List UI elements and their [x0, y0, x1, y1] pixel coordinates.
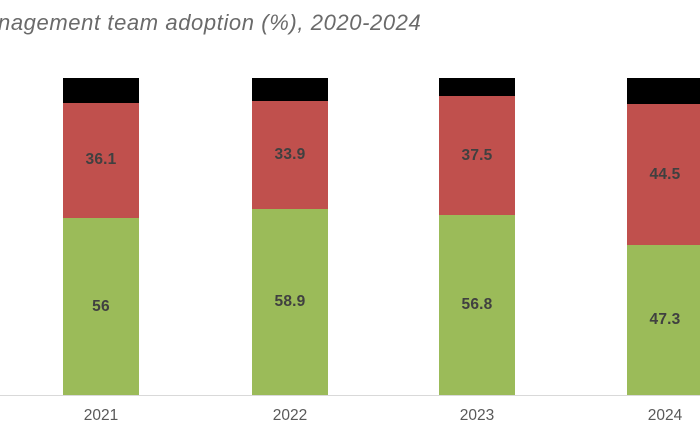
- bar-segment-green-bottom-segment-2024: 47.3: [627, 245, 700, 396]
- bar-2021: 56 36.1: [63, 0, 139, 396]
- data-label-red-middle-segment-2021: 36.1: [85, 151, 117, 169]
- bar-segment-green-bottom-segment-2022: 58.9: [252, 208, 328, 396]
- bar-segment-red-middle-segment-2023: 37.5: [439, 96, 515, 216]
- data-label-green-bottom-segment-2023: 56.8: [461, 296, 493, 314]
- bar-2022: 58.9 33.9: [252, 0, 328, 396]
- data-label-red-middle-segment-2022: 33.9: [274, 145, 306, 163]
- x-axis-label-2023: 2023: [459, 407, 495, 424]
- bar-segment-red-middle-segment-2024: 44.5: [627, 104, 700, 246]
- bar-segment-red-middle-segment-2022: 33.9: [252, 101, 328, 209]
- bar-segment-green-bottom-segment-2023: 56.8: [439, 215, 515, 396]
- bar-segment-black-top-remainder-2023: [439, 78, 515, 97]
- data-label-green-bottom-segment-2024: 47.3: [649, 311, 681, 329]
- x-axis-line: [0, 395, 700, 397]
- bar-segment-black-top-remainder-2024: [627, 78, 700, 105]
- data-label-green-bottom-segment-2022: 58.9: [274, 292, 306, 310]
- bar-2023: 56.8 37.5: [439, 0, 515, 396]
- bar-segment-green-bottom-segment-2021: 56: [63, 217, 139, 396]
- data-label-red-middle-segment-2023: 37.5: [461, 146, 493, 164]
- bar-segment-black-top-remainder-2021: [63, 78, 139, 104]
- data-label-green-bottom-segment-2021: 56: [92, 297, 110, 315]
- bar-2024: 47.3 44.5: [627, 0, 700, 396]
- x-axis-label-2024: 2024: [647, 407, 683, 424]
- bar-segment-black-top-remainder-2022: [252, 78, 328, 102]
- x-axis-label-2021: 2021: [83, 407, 119, 424]
- bar-segment-red-middle-segment-2021: 36.1: [63, 103, 139, 218]
- x-axis-label-2022: 2022: [272, 407, 308, 424]
- chart-title: nagement team adoption (%), 2020-2024: [0, 10, 422, 35]
- data-label-red-middle-segment-2024: 44.5: [649, 165, 681, 183]
